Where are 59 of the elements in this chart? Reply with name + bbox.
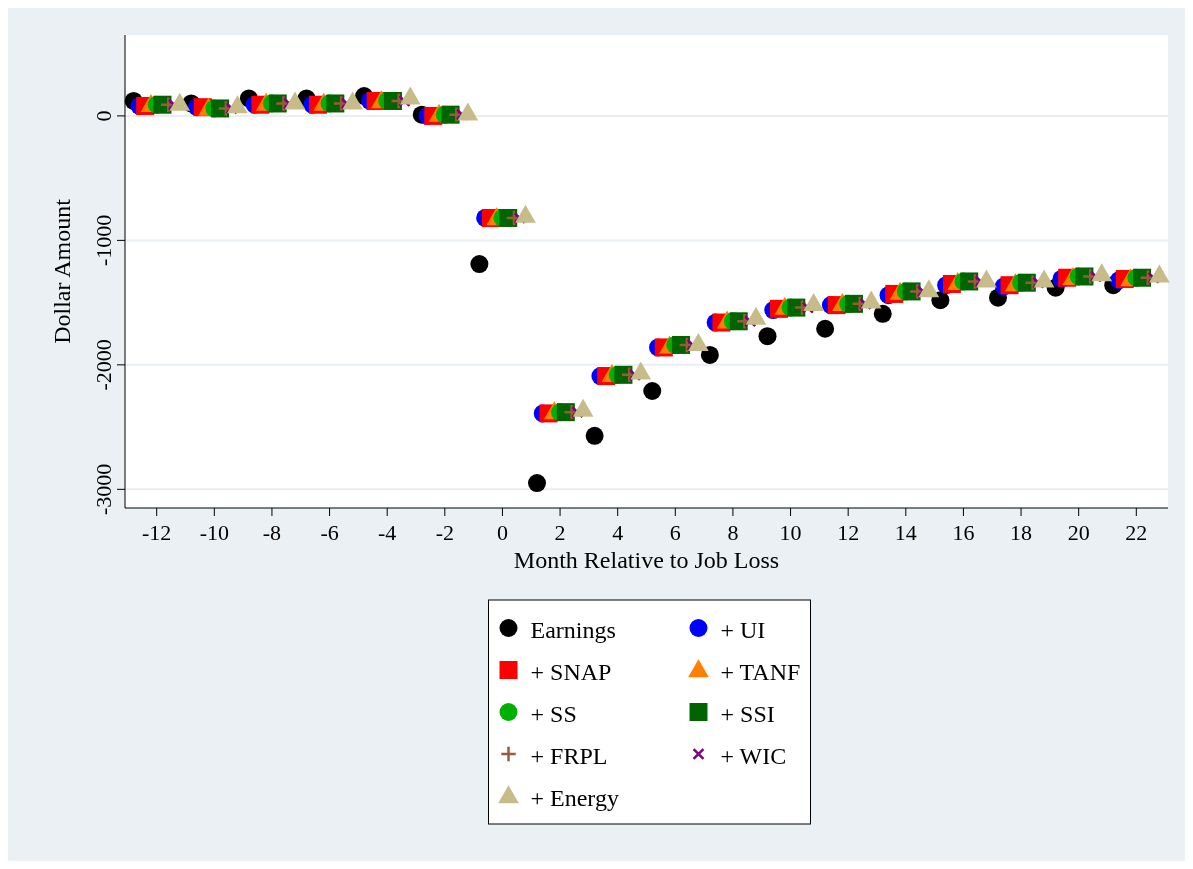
point (342, 91, 363, 110)
point (745, 306, 767, 325)
x-tick-label: 2 (554, 520, 566, 545)
legend-label: + FRPL (530, 743, 608, 769)
point (643, 382, 662, 400)
y-axis-title: Dollar Amount (49, 198, 75, 344)
point (700, 345, 719, 364)
y-tick-label: 0 (91, 110, 116, 122)
x-tick-label: 8 (727, 520, 739, 545)
point (399, 86, 421, 105)
legend-label: + Energy (530, 785, 619, 811)
point (457, 102, 479, 121)
point (918, 279, 940, 298)
x-tick-label: -8 (262, 520, 282, 545)
point (1033, 269, 1055, 288)
x-tick-label: 10 (779, 520, 802, 545)
x-tick-label: 12 (837, 520, 860, 545)
point (816, 319, 835, 338)
point (1149, 264, 1170, 283)
legend-label: Earnings (530, 617, 616, 643)
y-tick-label: -2000 (91, 339, 116, 391)
point (515, 204, 536, 223)
legend-label: + UI (720, 617, 766, 643)
point (758, 327, 777, 346)
point (585, 426, 604, 445)
point (169, 92, 191, 111)
x-tick-label: 22 (1125, 520, 1148, 545)
x-axis-title: Month Relative to Job Loss (513, 547, 780, 573)
point (873, 304, 892, 323)
point (860, 290, 882, 309)
point (284, 91, 306, 110)
x-tick-label: 0 (496, 520, 508, 545)
x-tick-label: 16 (952, 520, 975, 545)
x-tick-label: 20 (1067, 520, 1090, 545)
point (1091, 263, 1113, 282)
point (528, 474, 547, 493)
x-tick-label: -2 (435, 520, 454, 545)
x-tick-label: -10 (199, 520, 229, 545)
x-tick-label: 14 (894, 520, 917, 545)
point (227, 95, 248, 114)
x-tick-label: -12 (142, 520, 172, 545)
point (976, 269, 997, 288)
x-tick-label: 6 (669, 520, 681, 545)
x-tick-label: -4 (378, 520, 397, 545)
y-tick-label: -3000 (91, 463, 116, 515)
x-tick-label: -6 (320, 520, 339, 545)
y-tick-label: -1000 (91, 214, 116, 267)
legend-label: + SSI (720, 701, 775, 727)
point (630, 361, 652, 380)
point (470, 255, 489, 274)
legend-label: + SS (530, 701, 577, 727)
point (803, 293, 824, 312)
point (572, 398, 594, 417)
legend-label: + SNAP (530, 659, 612, 685)
legend-label: + TANF (720, 659, 801, 685)
point (688, 332, 709, 351)
x-tick-label: 4 (612, 520, 624, 545)
legend-label: + WIC (720, 743, 787, 769)
x-tick-label: 18 (1010, 520, 1033, 545)
